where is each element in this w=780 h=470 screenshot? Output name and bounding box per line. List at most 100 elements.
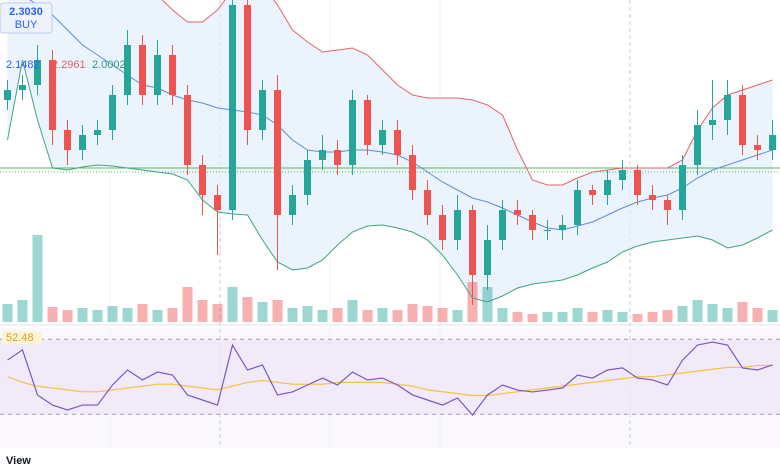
bb-lower-label: 2.0002: [92, 59, 126, 71]
volume-bar: [527, 314, 538, 322]
price-badge: [0, 2, 53, 34]
candle-body: [289, 195, 296, 215]
candle-body: [214, 195, 221, 210]
volume-bar: [92, 310, 103, 322]
volume-bar: [242, 297, 253, 322]
candle-body: [499, 210, 506, 240]
candle-body: [94, 130, 101, 135]
candle-body: [634, 170, 641, 195]
candle-body: [529, 215, 536, 230]
candle-body: [394, 130, 401, 155]
candle-body: [154, 55, 161, 95]
rsi-band: [0, 339, 780, 415]
volume-bar: [377, 308, 388, 322]
volume-bar: [227, 287, 238, 322]
candle-body: [79, 135, 86, 150]
candle-body: [679, 165, 686, 210]
volume-bar: [722, 308, 733, 322]
volume-bar: [482, 287, 493, 322]
volume-bar: [707, 304, 718, 322]
volume-bar: [257, 302, 268, 322]
candle-body: [184, 95, 191, 165]
volume-bar: [152, 310, 163, 322]
candle-body: [454, 210, 461, 240]
candle-body: [229, 5, 236, 210]
candle-body: [259, 90, 266, 130]
volume-bar: [167, 308, 178, 322]
candle-body: [139, 45, 146, 95]
volume-bar: [407, 304, 418, 322]
bb-middle: [29, 0, 773, 231]
volume-bar: [497, 308, 508, 322]
volume-bar: [737, 302, 748, 322]
volume-bar: [512, 312, 523, 322]
bb-upper-label: 2.2961: [52, 59, 86, 71]
volume-bar: [287, 308, 298, 322]
volume-bar: [602, 310, 613, 322]
volume-bar: [587, 312, 598, 322]
bb-upper: [161, 0, 773, 186]
volume-bar: [212, 304, 223, 322]
volume-bar: [692, 300, 703, 322]
volume-bar: [437, 308, 448, 322]
candle-body: [409, 155, 416, 190]
volume-bar: [317, 310, 328, 322]
volume-bar: [362, 310, 373, 322]
bb-middle-label: 2.1482: [6, 59, 40, 71]
volume-bar: [62, 310, 73, 322]
candle-body: [379, 130, 386, 145]
volume-bar: [302, 306, 313, 322]
rsi-ma-line: [7, 364, 773, 397]
candle-body: [244, 5, 251, 130]
volume-bar: [647, 312, 658, 322]
candle-body: [559, 225, 566, 230]
volume-bar: [422, 306, 433, 322]
candle-body: [364, 100, 371, 145]
volume-bar: [2, 304, 13, 322]
candle-body: [19, 85, 26, 90]
volume-bar: [662, 310, 673, 322]
candle-body: [754, 145, 761, 150]
candle-body: [484, 240, 491, 275]
volume-bar: [767, 310, 778, 322]
volume-bar: [122, 308, 133, 322]
candle-body: [649, 195, 656, 200]
rsi-label: 52.48: [6, 332, 34, 344]
candle-body: [469, 210, 476, 275]
volume-bar: [347, 300, 358, 322]
volume-bar: [632, 314, 643, 322]
volume-bar: [452, 310, 463, 322]
rsi-plot: [0, 338, 780, 416]
candle-body: [544, 230, 551, 231]
volume-bar: [197, 300, 208, 322]
candle-body: [4, 90, 11, 100]
price-panel: [0, 0, 780, 322]
rsi-badge: [2, 331, 42, 344]
volume-bar: [332, 308, 343, 322]
candle-body: [169, 55, 176, 95]
volume-bar: [542, 312, 553, 322]
volume-bar: [17, 300, 28, 322]
watermark: View: [6, 455, 31, 467]
candle-body: [349, 100, 356, 165]
volume-bar: [572, 308, 583, 322]
candle-body: [64, 130, 71, 150]
volume-bar: [272, 300, 283, 322]
signal-label: BUY: [15, 19, 38, 31]
candle-body: [124, 45, 131, 95]
candle-body: [274, 90, 281, 215]
volume-bar: [392, 310, 403, 322]
volume-bar: [182, 287, 193, 322]
candle-body: [424, 190, 431, 215]
volume-bar: [752, 308, 763, 322]
candle-body: [769, 135, 776, 150]
volume-bar: [107, 306, 118, 322]
candle-body: [199, 165, 206, 195]
volume-bar: [47, 307, 58, 322]
rsi-line: [7, 341, 773, 416]
candle-body: [109, 95, 116, 130]
candle-body: [304, 160, 311, 195]
price-label: 2.3030: [9, 6, 43, 18]
band-fill: [7, 0, 773, 302]
